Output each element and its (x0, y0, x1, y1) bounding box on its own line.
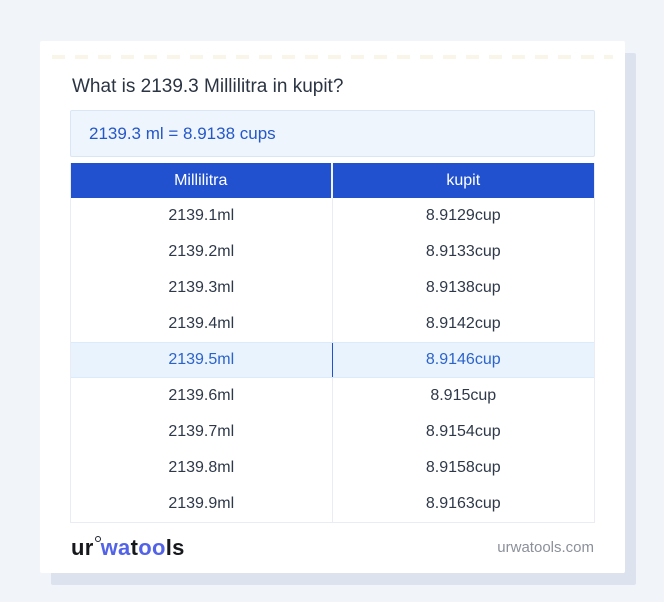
cup-value: 8.9163cup (425, 495, 501, 512)
logo-text-ls: ls (165, 534, 185, 560)
ml-value: 2139.8ml (71, 450, 333, 486)
logo-text-oo: oo (138, 534, 166, 560)
ml-value: 2139.7ml (71, 414, 333, 450)
table-row[interactable]: 2139.9ml 8.9163cup (71, 486, 594, 522)
ml-value: 2139.3ml (71, 270, 333, 306)
ml-value: 2139.6ml (71, 378, 333, 414)
cup-value: 8.9146cup (425, 351, 501, 368)
logo-text-ur: ur (71, 534, 94, 560)
table-row[interactable]: 2139.2ml 8.9133cup (71, 234, 594, 270)
column-header-kupit: kupit (446, 171, 481, 189)
table-header-row: Millilitra kupit (71, 163, 594, 198)
conversion-result-text: 2139.3 ml = 8.9138 cups (89, 124, 276, 143)
page-title: What is 2139.3 Millilitra in kupit? (72, 76, 344, 97)
cup-value: 8.9138cup (425, 279, 501, 296)
table-row-highlighted[interactable]: 2139.5ml 8.9146cup (71, 342, 594, 378)
ml-value: 2139.4ml (71, 306, 333, 342)
converter-card: What is 2139.3 Millilitra in kupit? 2139… (40, 41, 625, 573)
ml-value: 2139.1ml (71, 198, 333, 234)
table-row[interactable]: 2139.8ml 8.9158cup (71, 450, 594, 486)
cup-value: 8.9133cup (425, 243, 501, 260)
cup-value: 8.9129cup (425, 207, 501, 224)
conversion-table: Millilitra kupit 2139.1ml 8.9129cup 2139… (70, 163, 595, 523)
logo-text-wa: wa (100, 534, 131, 560)
logo-text-t: t (130, 534, 139, 560)
table-row[interactable]: 2139.4ml 8.9142cup (71, 306, 594, 342)
table-row[interactable]: 2139.7ml 8.9154cup (71, 414, 594, 450)
column-header-millilitra: Millilitra (71, 163, 333, 198)
table-row[interactable]: 2139.1ml 8.9129cup (71, 198, 594, 234)
conversion-result-box: 2139.3 ml = 8.9138 cups (70, 110, 595, 157)
table-row[interactable]: 2139.6ml 8.915cup (71, 378, 594, 414)
cup-value: 8.9158cup (425, 459, 501, 476)
ml-value: 2139.2ml (71, 234, 333, 270)
ml-value: 2139.5ml (71, 343, 333, 377)
cup-value: 8.915cup (430, 387, 497, 404)
site-domain-text: urwatools.com (497, 539, 594, 556)
ml-value: 2139.9ml (71, 486, 333, 522)
table-row[interactable]: 2139.3ml 8.9138cup (71, 270, 594, 306)
logo-ring-icon (94, 535, 101, 542)
card-footer: ur wa t oo ls urwatools.com (70, 523, 595, 572)
urwatools-logo[interactable]: ur wa t oo ls (71, 535, 185, 561)
cup-value: 8.9142cup (425, 315, 501, 332)
cup-value: 8.9154cup (425, 423, 501, 440)
